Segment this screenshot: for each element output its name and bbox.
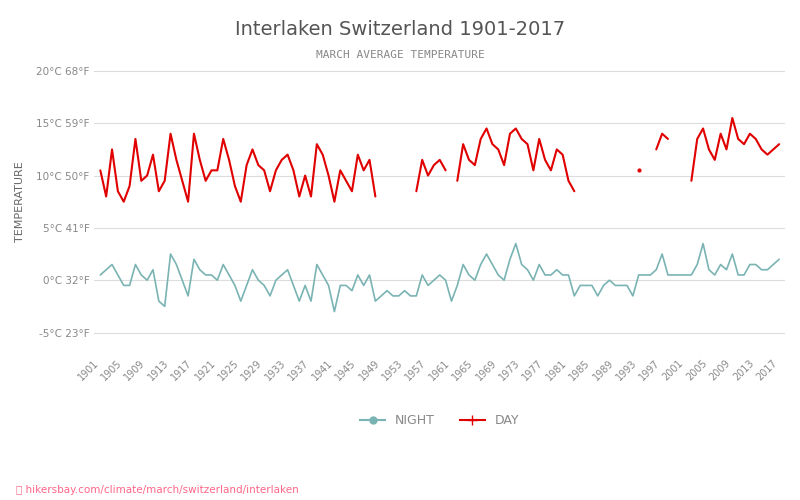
Text: 🌍 hikersbay.com/climate/march/switzerland/interlaken: 🌍 hikersbay.com/climate/march/switzerlan… [16,485,298,495]
Text: MARCH AVERAGE TEMPERATURE: MARCH AVERAGE TEMPERATURE [316,50,484,60]
Y-axis label: TEMPERATURE: TEMPERATURE [15,162,25,242]
Legend: NIGHT, DAY: NIGHT, DAY [355,409,525,432]
Text: Interlaken Switzerland 1901-2017: Interlaken Switzerland 1901-2017 [235,20,565,39]
